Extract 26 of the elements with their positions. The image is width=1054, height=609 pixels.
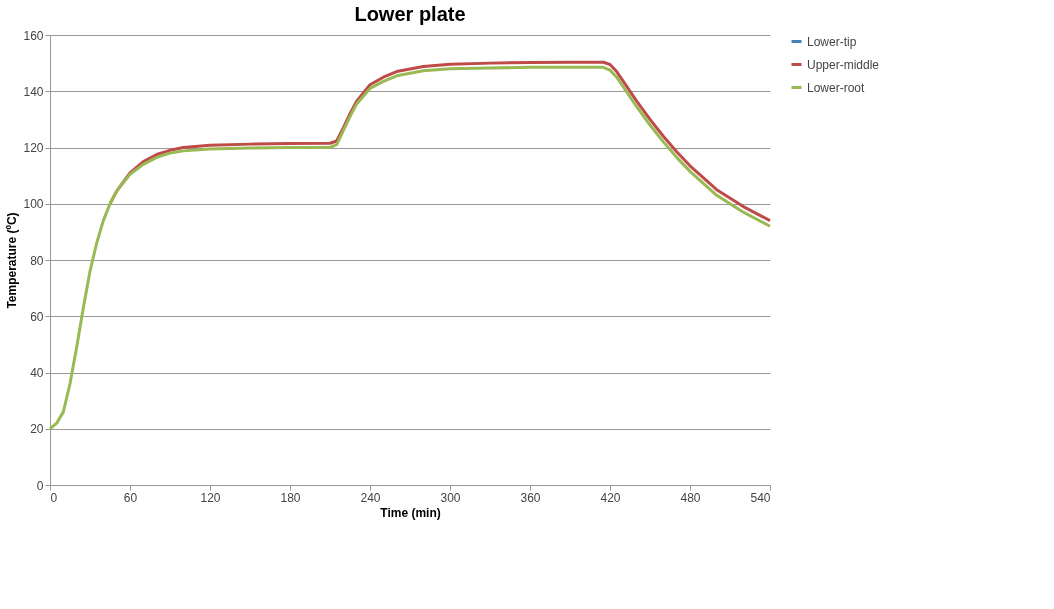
chart-title: Lower plate [354, 3, 466, 25]
x-tick-label: 300 [440, 490, 461, 505]
x-tick-label: 180 [280, 490, 301, 505]
y-axis-title: Temperature (ºC) [5, 212, 20, 309]
legend-label: Lower-root [807, 80, 866, 95]
legend-label: Lower-tip [807, 34, 857, 49]
y-tick-label: 100 [23, 197, 44, 212]
x-tick-label: 480 [680, 490, 701, 505]
x-tick-label: 240 [360, 490, 381, 505]
x-tick-label: 120 [200, 490, 221, 505]
y-tick-label: 60 [30, 309, 44, 324]
x-tick-label: 60 [123, 490, 138, 505]
y-tick-label: 140 [23, 84, 44, 99]
y-tick-label: 80 [30, 253, 44, 268]
x-tick-label: 360 [520, 490, 541, 505]
x-tick-label: 420 [600, 490, 621, 505]
y-tick-label: 40 [30, 366, 44, 380]
y-tick-label: 20 [30, 422, 44, 437]
x-tick-label: 0 [50, 490, 58, 505]
x-tick-label: 540 [750, 490, 771, 505]
y-tick-label: 120 [23, 141, 44, 155]
x-axis-title: Time (min) [380, 505, 441, 520]
y-tick-label: 0 [36, 478, 44, 493]
line-series [48, 65, 772, 431]
legend-label: Upper-middle [807, 57, 880, 72]
y-tick-label: 160 [23, 28, 44, 43]
